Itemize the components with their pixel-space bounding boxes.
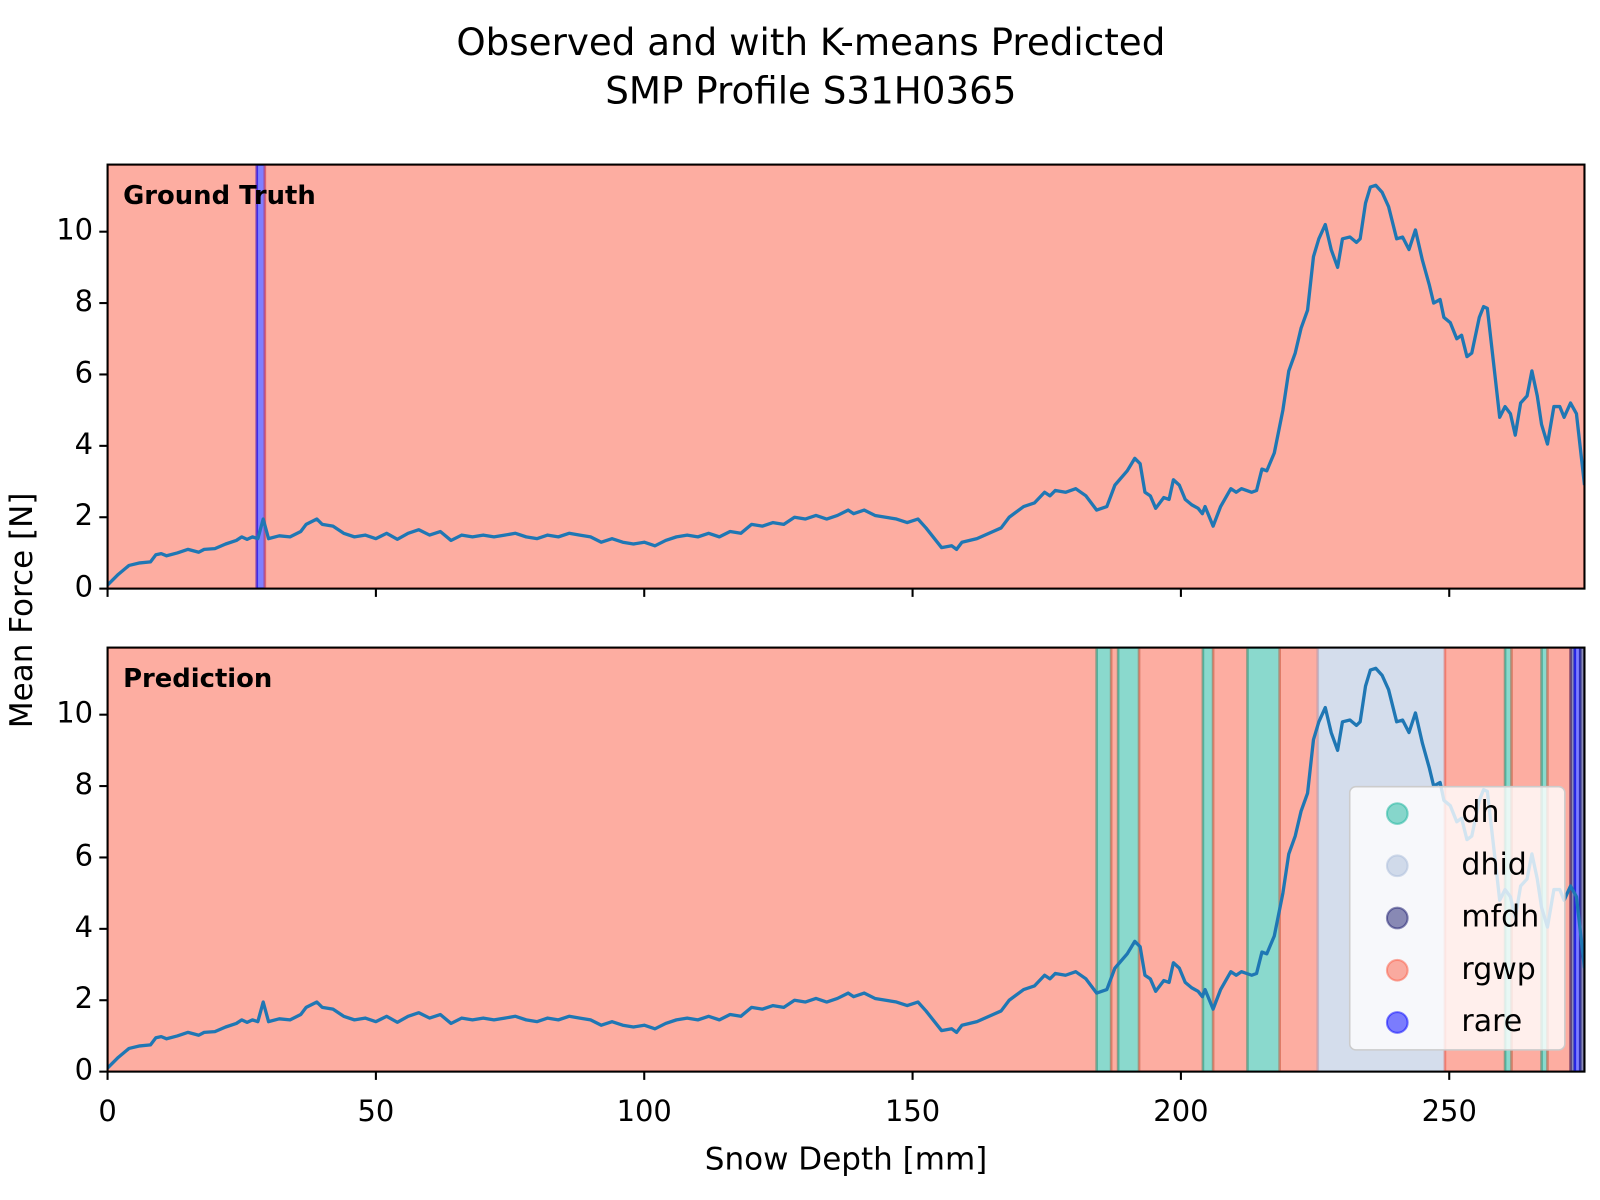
panel-label: Prediction xyxy=(123,664,272,694)
legend-marker xyxy=(1385,1011,1409,1034)
class-span xyxy=(107,164,259,589)
legend-label: dhid xyxy=(1461,847,1526,882)
x-tick-label: 200 xyxy=(1153,1094,1208,1128)
legend-marker xyxy=(1385,854,1409,878)
x-tick-label: 0 xyxy=(98,1094,116,1128)
x-tick-label: 150 xyxy=(885,1094,940,1128)
legend-marker xyxy=(1385,958,1409,982)
panel xyxy=(107,164,1585,589)
class-span xyxy=(263,164,1585,589)
legend-marker xyxy=(1385,906,1409,930)
class-span xyxy=(1578,647,1585,1072)
y-tick-label: 8 xyxy=(75,767,93,801)
legend-marker xyxy=(1385,802,1409,825)
class-span xyxy=(1246,647,1281,1072)
x-axis-label: Snow Depth [mm] xyxy=(705,1142,988,1178)
y-tick-label: 10 xyxy=(56,696,93,730)
y-axis-label: Mean Force [N] xyxy=(4,493,40,729)
x-tick-label: 250 xyxy=(1422,1094,1477,1128)
legend-label: mfdh xyxy=(1461,900,1539,935)
y-tick-label: 6 xyxy=(75,355,93,389)
y-tick-label: 0 xyxy=(75,1053,93,1087)
class-span xyxy=(1211,647,1249,1072)
class-span xyxy=(1278,647,1320,1072)
chart-title: Observed and with K-means Predicted xyxy=(456,20,1165,64)
force-line xyxy=(107,183,1585,587)
x-tick-label: 50 xyxy=(357,1094,394,1128)
chart-subtitle: SMP Profile S31H0365 xyxy=(605,69,1016,113)
y-tick-label: 4 xyxy=(75,427,93,461)
force-line xyxy=(107,666,1585,1070)
legend-box xyxy=(1348,785,1566,1051)
class-span xyxy=(1116,647,1141,1072)
y-tick-label: 2 xyxy=(75,498,93,532)
axes-frame xyxy=(106,646,1586,1073)
x-tick-label: 100 xyxy=(617,1094,672,1128)
panel-label: Ground Truth xyxy=(123,181,316,211)
axes-frame xyxy=(106,163,1586,590)
legend-label: dh xyxy=(1461,795,1499,830)
legend-label: rare xyxy=(1461,1004,1522,1039)
y-tick-label: 4 xyxy=(75,910,93,944)
y-tick-label: 2 xyxy=(75,981,93,1015)
y-tick-label: 10 xyxy=(56,213,93,247)
y-tick-label: 6 xyxy=(75,838,93,872)
panel xyxy=(107,647,1585,1072)
class-span xyxy=(1095,647,1113,1072)
legend-label: rgwp xyxy=(1461,952,1535,987)
class-span xyxy=(107,647,1098,1072)
y-tick-label: 8 xyxy=(75,284,93,318)
y-tick-label: 0 xyxy=(75,570,93,604)
class-span xyxy=(1137,647,1205,1072)
